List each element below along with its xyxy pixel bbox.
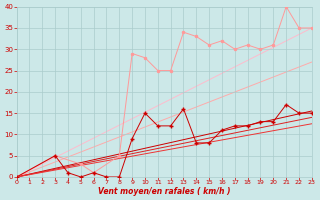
X-axis label: Vent moyen/en rafales ( km/h ): Vent moyen/en rafales ( km/h ): [98, 187, 230, 196]
